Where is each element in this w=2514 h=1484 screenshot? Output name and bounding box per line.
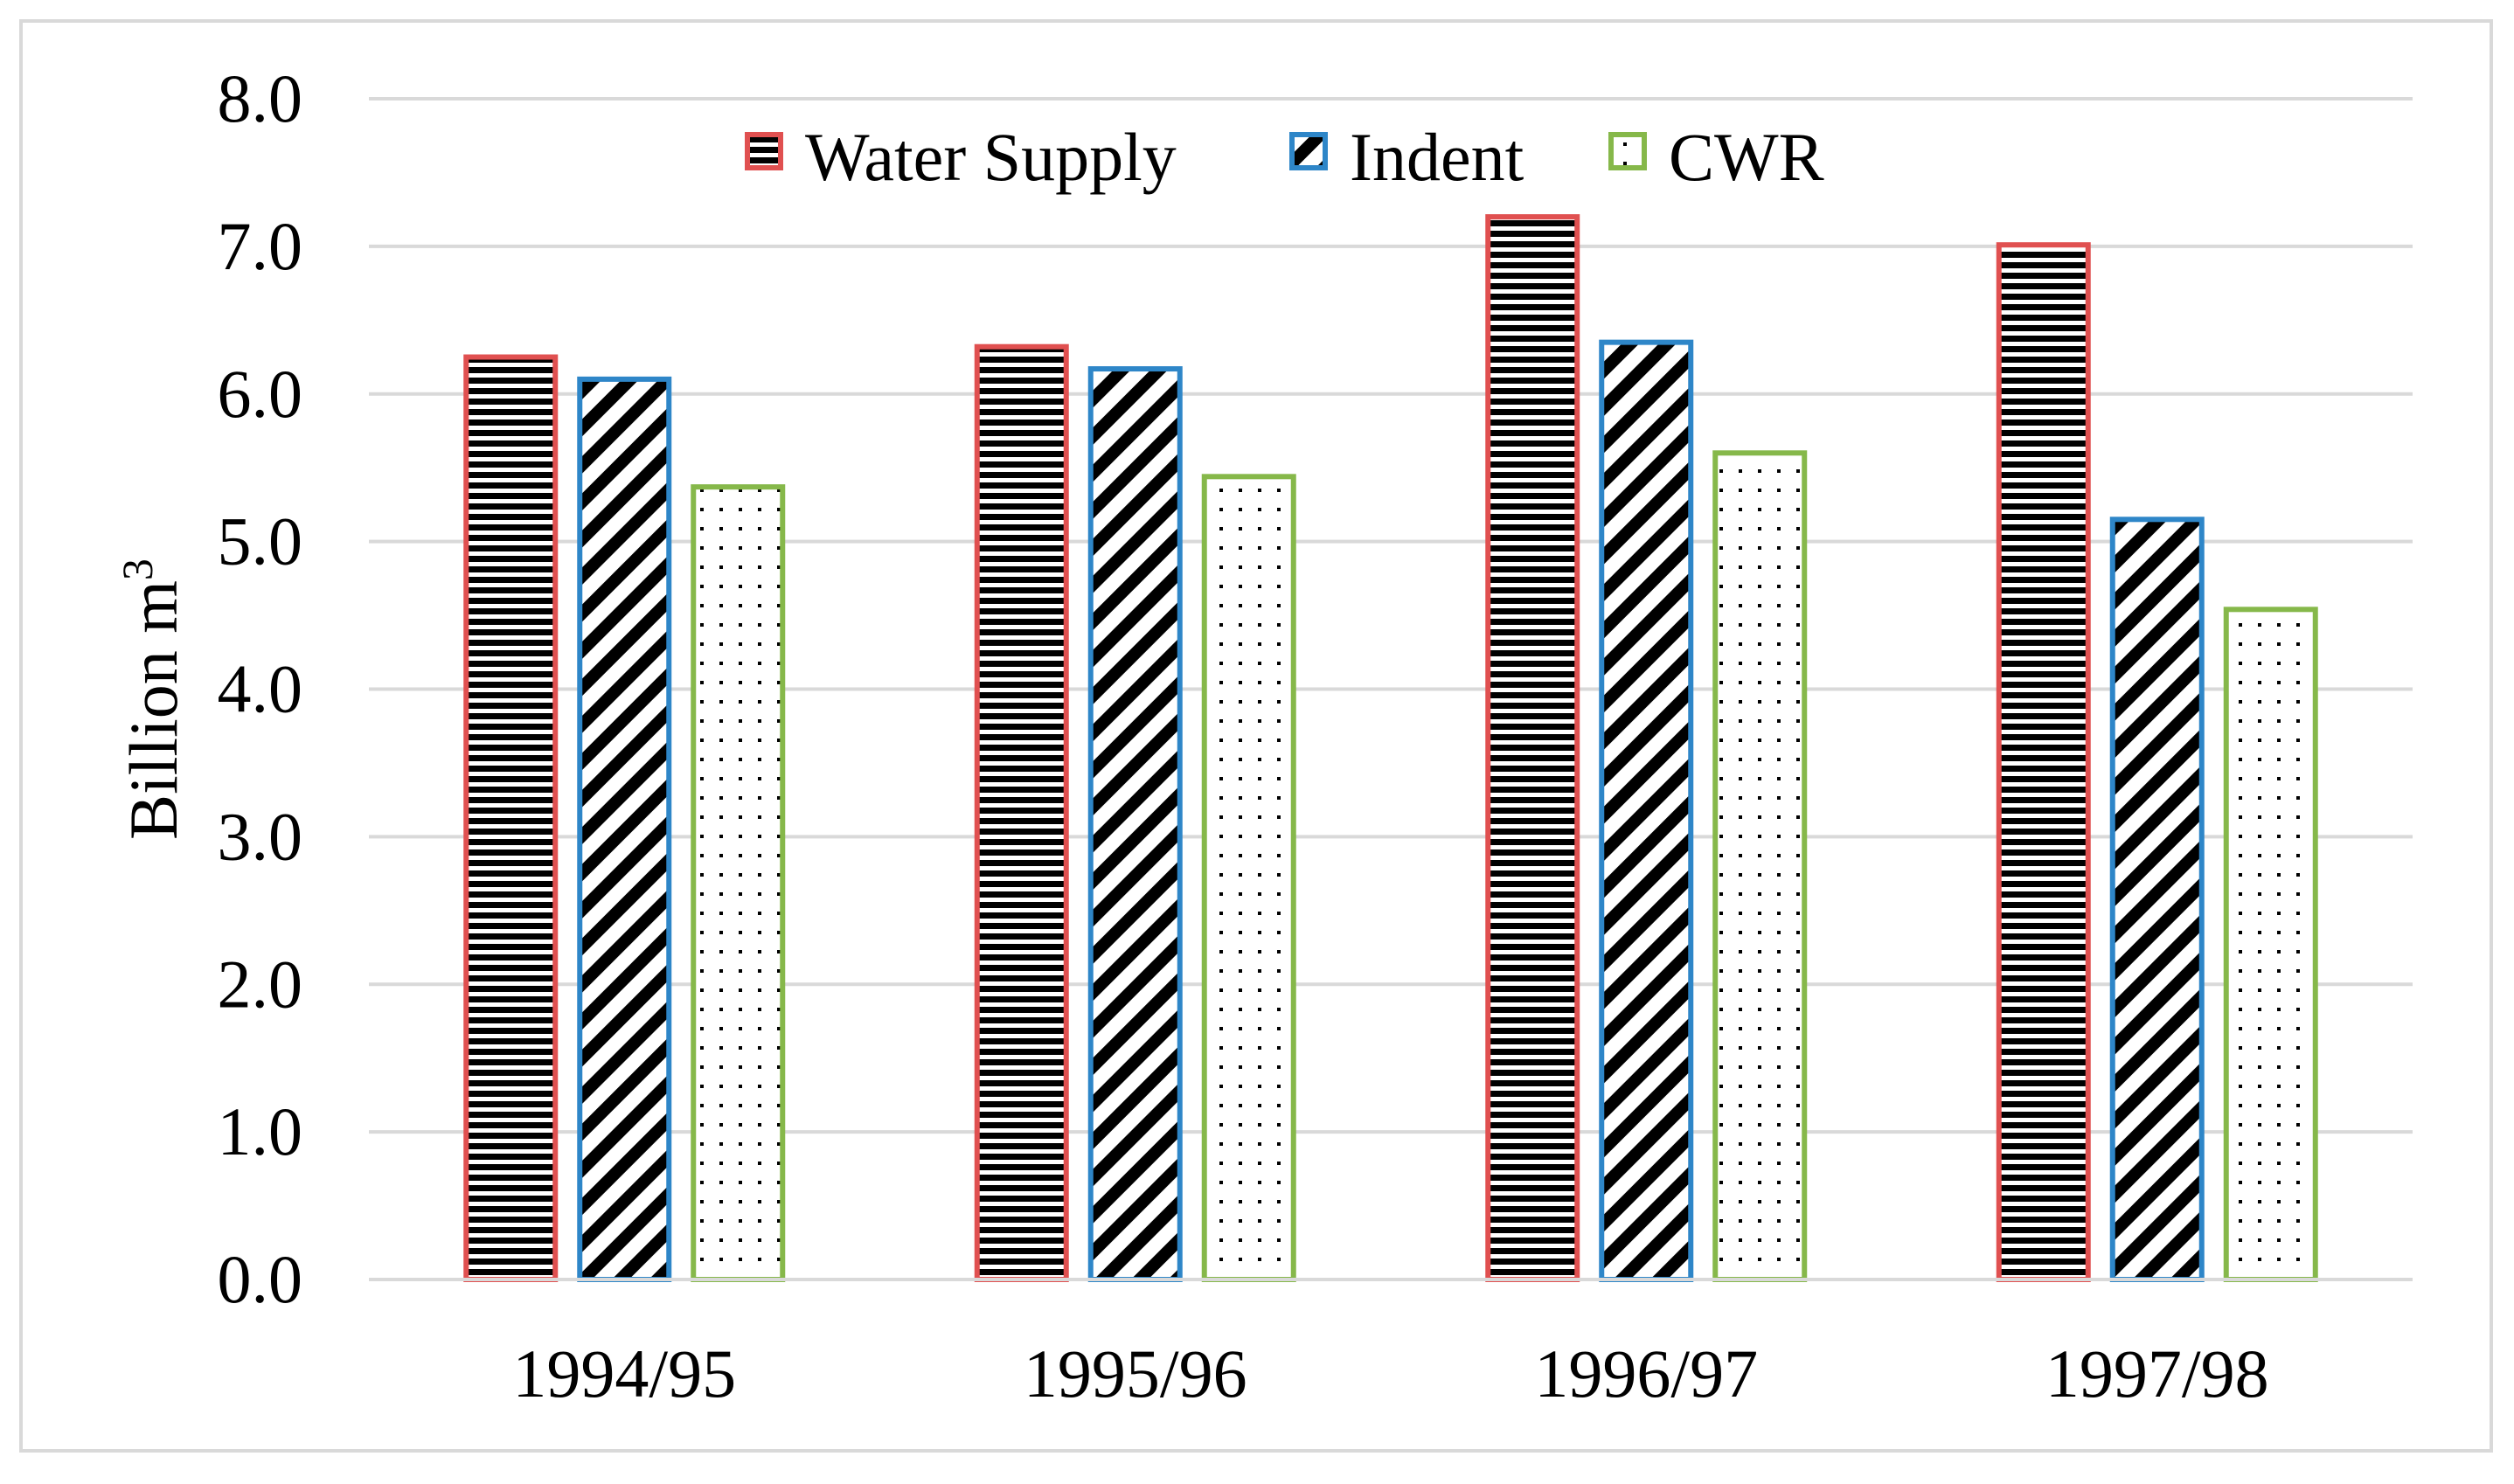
y-axis-title: Billion m3	[113, 558, 191, 840]
x-tick-label: 1997/98	[2045, 1335, 2269, 1411]
x-tick-label: 1996/97	[1534, 1335, 1758, 1411]
legend-label-cwr: CWR	[1669, 119, 1824, 195]
y-tick-label: 8.0	[218, 60, 303, 136]
bar-water-supply-1996-97	[1485, 214, 1580, 1283]
grid-lines	[369, 97, 2413, 1134]
bar-indent-1996-97	[1599, 339, 1694, 1282]
y-tick-label: 7.0	[218, 208, 303, 284]
legend-swatch-water-supply	[745, 132, 783, 170]
bar-cwr-1997-98	[2223, 607, 2318, 1282]
y-tick-label: 0.0	[218, 1241, 303, 1317]
legend: Water Supply Indent CWR	[745, 119, 1824, 195]
bar-water-supply-1995-96	[974, 343, 1069, 1283]
legend-label-indent: Indent	[1350, 119, 1524, 195]
bars	[463, 214, 2318, 1283]
x-tick-label: 1995/96	[1024, 1335, 1247, 1411]
axes: 0.0 1.0 2.0 3.0 4.0 5.0 6.0 7.0 8.0 1994/95 1995/9…	[218, 60, 2413, 1411]
y-tick-label: 6.0	[218, 356, 303, 432]
x-tick-label: 1994/95	[512, 1335, 736, 1411]
bar-cwr-1994-95	[691, 484, 786, 1282]
y-tick-label: 3.0	[218, 798, 303, 874]
y-axis-title-text: Billion m	[115, 580, 191, 840]
y-tick-label: 2.0	[218, 946, 303, 1022]
bar-cwr-1995-96	[1201, 474, 1296, 1282]
bar-indent-1995-96	[1087, 366, 1183, 1282]
legend-swatch-indent	[1289, 132, 1328, 170]
y-tick-label: 4.0	[218, 651, 303, 727]
y-tick-label: 5.0	[218, 503, 303, 579]
y-tick-label: 1.0	[218, 1093, 303, 1169]
legend-swatch-cwr	[1608, 132, 1647, 170]
bar-water-supply-1997-98	[1996, 242, 2091, 1282]
bar-cwr-1996-97	[1712, 450, 1808, 1282]
bar-water-supply-1994-95	[463, 354, 559, 1282]
bar-indent-1997-98	[2109, 517, 2205, 1282]
y-axis-title-superscript: 3	[113, 558, 162, 580]
bar-indent-1994-95	[577, 376, 672, 1282]
legend-label-water-supply: Water Supply	[805, 119, 1177, 195]
